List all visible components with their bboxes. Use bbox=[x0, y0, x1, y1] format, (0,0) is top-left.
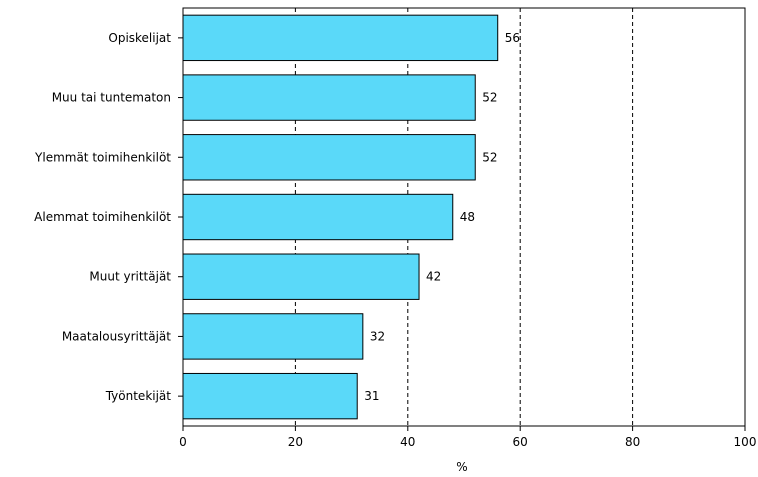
value-label: 48 bbox=[460, 210, 475, 224]
value-label: 56 bbox=[505, 31, 520, 45]
value-label: 31 bbox=[364, 389, 379, 403]
x-tick-label: 80 bbox=[625, 435, 640, 449]
x-tick-label: 40 bbox=[400, 435, 415, 449]
bar bbox=[182, 372, 358, 420]
x-tick-label: 0 bbox=[179, 435, 187, 449]
bar bbox=[182, 193, 454, 241]
category-label: Alemmat toimihenkilöt bbox=[34, 210, 171, 224]
category-label: Maatalousyrittäjät bbox=[62, 329, 171, 343]
category-label: Muu tai tuntematon bbox=[52, 91, 171, 105]
category-label: Työntekijät bbox=[105, 389, 172, 403]
bar bbox=[182, 14, 499, 62]
labels-layer: 0 20 40 60 80 100 Opiskelijat 56 Muu tai tuntema… bbox=[34, 31, 756, 449]
category-label: Ylemmät toimihenkilöt bbox=[34, 150, 171, 164]
bar bbox=[182, 313, 364, 360]
value-label: 42 bbox=[426, 270, 441, 284]
value-label: 32 bbox=[370, 329, 385, 343]
x-axis-title: % bbox=[456, 460, 467, 474]
bars-layer bbox=[182, 14, 499, 420]
category-label: Opiskelijat bbox=[108, 31, 171, 45]
x-tick-label: 20 bbox=[288, 435, 303, 449]
x-tick-label: 60 bbox=[513, 435, 528, 449]
bar bbox=[182, 253, 420, 300]
value-label: 52 bbox=[482, 150, 497, 164]
bar bbox=[182, 74, 476, 121]
category-label: Muut yrittäjät bbox=[89, 270, 171, 284]
x-tick-label: 100 bbox=[734, 435, 757, 449]
bar bbox=[182, 134, 476, 181]
value-label: 52 bbox=[482, 91, 497, 105]
